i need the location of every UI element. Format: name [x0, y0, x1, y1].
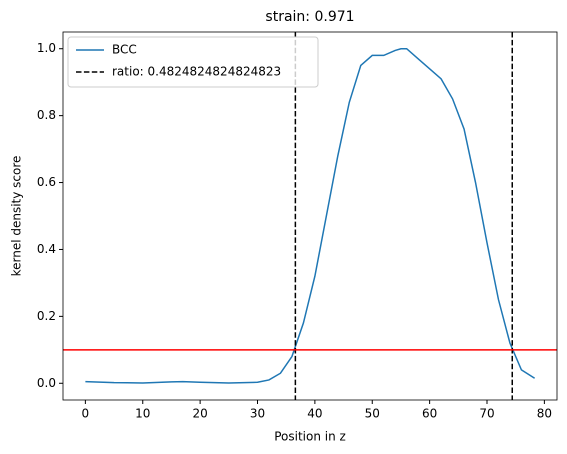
x-tick-label: 70	[479, 407, 494, 421]
y-tick-label: 0.4	[37, 242, 56, 256]
x-tick-label: 60	[422, 407, 437, 421]
y-tick-label: 0.6	[37, 175, 56, 189]
line-series	[85, 47, 536, 384]
legend-label: ratio: 0.4824824824824823	[112, 65, 281, 79]
legend-box	[67, 36, 319, 88]
x-tick-label: 0	[82, 407, 90, 421]
y-tick-label: 0.2	[37, 309, 56, 323]
x-tick-label: 50	[365, 407, 380, 421]
chart-title: strain: 0.971	[265, 9, 354, 25]
y-axis-label: kernel density score	[10, 156, 24, 277]
y-tick-label: 0.8	[37, 108, 56, 122]
y-tick-label: 1.0	[37, 41, 56, 55]
x-tick-label: 30	[250, 407, 265, 421]
x-tick-label: 20	[192, 407, 207, 421]
legend-label: BCC	[112, 43, 137, 57]
x-tick-label: 10	[135, 407, 150, 421]
axes-frame	[62, 31, 558, 401]
x-axis-label: Position in z	[274, 430, 346, 444]
x-tick-label: 80	[537, 407, 552, 421]
y-tick-label: 0.0	[37, 376, 56, 390]
x-tick-label: 40	[307, 407, 322, 421]
